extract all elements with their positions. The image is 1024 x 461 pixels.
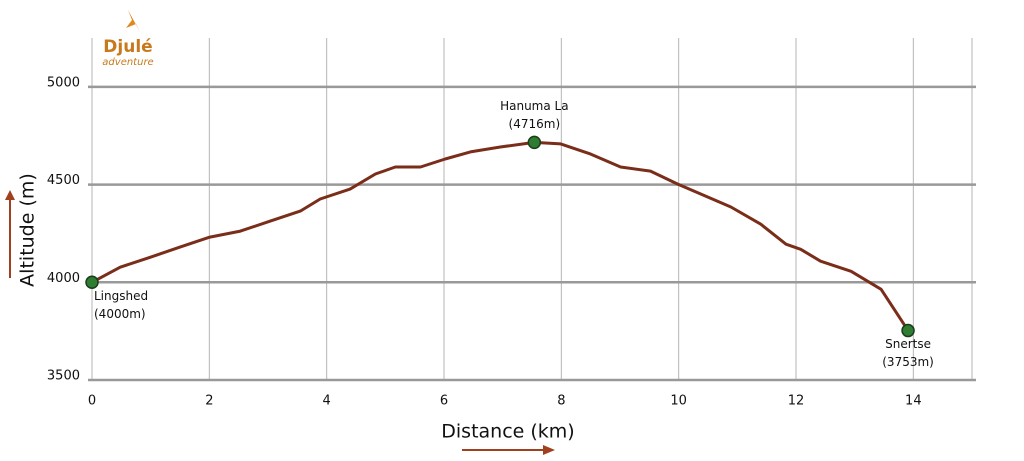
marker (527, 135, 542, 150)
x-tick-label: 10 (670, 394, 687, 409)
y-tick-label: 5000 (47, 75, 80, 90)
logo: Djulé adventure (102, 10, 154, 68)
x-tick-label: 4 (323, 394, 331, 409)
marker-name: Hanuma La (500, 99, 568, 113)
y-arrow-head (5, 190, 15, 200)
x-tick-label: 6 (440, 394, 448, 409)
marker (901, 323, 915, 338)
marker-label: (4716m) (509, 117, 561, 131)
profile-line (91, 140, 910, 332)
y-tick-label: 4000 (47, 271, 80, 286)
marker-label: (3753m) (882, 355, 934, 369)
x-tick-label: 8 (557, 394, 565, 409)
marker-label: (4000m) (94, 307, 146, 321)
x-tick-label: 12 (788, 394, 805, 409)
logo-icon (126, 10, 140, 32)
x-axis-title: Distance (km) (441, 421, 575, 455)
x-axis-label: Distance (km) (441, 421, 574, 443)
marker-name: Snertse (885, 337, 931, 351)
y-tick-label: 4500 (47, 173, 80, 188)
x-tick-label: 2 (205, 394, 213, 409)
grid (88, 38, 976, 382)
x-tick-label: 14 (905, 394, 922, 409)
x-arrow-head (543, 445, 555, 455)
logo-name: Djulé (103, 37, 152, 57)
x-tick-label: 0 (88, 394, 96, 409)
logo-tagline: adventure (102, 57, 153, 68)
y-axis-title: Altitude (m) (5, 173, 39, 287)
marker-name: Lingshed (94, 289, 148, 303)
y-tick-label: 3500 (47, 369, 80, 384)
marker (85, 275, 99, 290)
y-axis-label: Altitude (m) (17, 173, 39, 287)
